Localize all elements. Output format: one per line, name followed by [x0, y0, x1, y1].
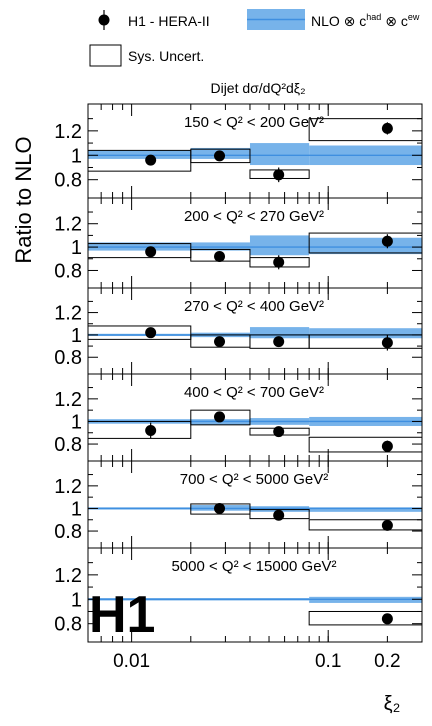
- y-tick-label: 1: [71, 411, 82, 433]
- data-point-bin-3: [273, 509, 285, 521]
- panel-label: 700 < Q² < 5000 GeV²: [180, 471, 328, 488]
- sys-box-bin-2: [190, 409, 251, 426]
- sys-box-bin-4: [308, 436, 423, 453]
- sys-box-bin-4: [308, 519, 423, 531]
- y-tick-label: 1.2: [54, 121, 82, 143]
- sys-box-bin-2: [190, 148, 251, 164]
- y-tick-label: 1.2: [54, 565, 82, 587]
- data-point-bin-1: [145, 424, 157, 436]
- y-tick-label: 0.8: [54, 170, 82, 192]
- x-tick-label: 0.01: [113, 651, 150, 672]
- y-tick-label: 1.2: [54, 303, 82, 325]
- nlo-band-bin-3: [249, 235, 310, 256]
- legend-sys-swatch: [89, 44, 122, 67]
- legend-nlo-label: NLO ⊗ chad ⊗ cew: [311, 12, 420, 29]
- legend-nlo-swatch: [247, 9, 305, 30]
- y-tick-label: 1.2: [54, 476, 82, 498]
- panel-5: 0.811.2 700 < Q² < 5000 GeV²: [54, 460, 423, 549]
- data-point-bin-2: [214, 150, 226, 162]
- data-point-bin-4: [381, 337, 393, 349]
- x-tick-label: 0.2: [374, 651, 400, 672]
- y-tick-label: 0.8: [54, 614, 82, 636]
- data-point-bin-3: [273, 256, 285, 268]
- sys-box-bin-4: [308, 118, 423, 142]
- legend-data-label: H1 - HERA-II: [128, 13, 210, 29]
- y-axis-label: Ratio to NLO: [11, 136, 36, 263]
- nlo-band-bin-4: [309, 237, 422, 255]
- nlo-band-bin-4: [309, 507, 422, 512]
- data-point-bin-2: [381, 613, 393, 625]
- x-axis-label: ξ₂: [384, 693, 401, 715]
- y-tick-label: 0.8: [54, 521, 82, 543]
- sys-box-bin-1: [87, 325, 192, 340]
- data-point-bin-3: [273, 336, 285, 348]
- panel-label: 400 < Q² < 700 GeV²: [184, 384, 324, 401]
- data-point-bin-2: [214, 411, 226, 423]
- legend-data-marker: [98, 10, 110, 30]
- x-tick-labels: 0.01 0.1 0.2: [113, 651, 400, 672]
- nlo-band-bin-4: [309, 328, 422, 339]
- sys-box-bin-1: [87, 420, 192, 439]
- panel-label: 270 < Q² < 400 GeV²: [184, 298, 324, 315]
- panel-frame: [87, 547, 423, 643]
- data-point-bin-2: [214, 250, 226, 262]
- y-tick-label: 0.8: [54, 260, 82, 282]
- panel-2: 0.811.2 200 < Q² < 270 GeV²: [54, 197, 423, 289]
- nlo-band-bin-3: [249, 143, 310, 166]
- y-tick-label: 1: [71, 325, 82, 347]
- x-tick-label: 0.1: [315, 651, 341, 672]
- data-point-bin-4: [381, 440, 393, 452]
- panel-1: 0.8 11.2 150 < Q² < 200 GeV²: [54, 103, 423, 199]
- y-tick-label: 0.8: [54, 347, 82, 369]
- y-tick-label: 1.2: [54, 389, 82, 411]
- data-point-bin-4: [381, 235, 393, 247]
- legend: H1 - HERA-II NLO ⊗ chad ⊗ cew Sys. Uncer…: [89, 9, 420, 67]
- legend-sys-label: Sys. Uncert.: [128, 48, 204, 64]
- panel-label: 5000 < Q² < 15000 GeV²: [171, 558, 336, 575]
- data-point-bin-2: [214, 502, 226, 514]
- data-point-bin-1: [145, 246, 157, 258]
- data-point-bin-3: [273, 426, 285, 438]
- panel-label: 200 < Q² < 270 GeV²: [184, 208, 324, 225]
- y-tick-label: 0.8: [54, 434, 82, 456]
- nlo-band-bin-3: [249, 327, 310, 339]
- data-point-bin-4: [381, 122, 393, 134]
- y-tick-label: 1: [71, 498, 82, 520]
- data-point-bin-3: [273, 169, 285, 181]
- panel-label: 150 < Q² < 200 GeV²: [184, 114, 324, 131]
- sys-box-bin-2: [308, 610, 423, 626]
- data-point-bin-2: [214, 336, 226, 348]
- data-point-bin-1: [145, 327, 157, 339]
- y-tick-label: 1: [71, 237, 82, 259]
- h1-logo: H1: [89, 586, 155, 644]
- data-point-bin-1: [145, 154, 157, 166]
- panel-6: 0.8 11.2 5000 < Q² < 15000 GeV²: [54, 547, 423, 643]
- y-tick-label: 1: [71, 589, 82, 611]
- panel-3: 0.811.2 270 < Q² < 400 GeV²: [54, 287, 423, 375]
- data-point-bin-4: [381, 519, 393, 531]
- y-tick-label: 1.2: [54, 214, 82, 236]
- panel-4: 0.811.2 400 < Q² < 700 GeV²: [54, 373, 423, 462]
- chart-subtitle: Dijet dσ/dQ²dξ₂: [210, 80, 305, 96]
- y-tick-label: 1: [71, 145, 82, 167]
